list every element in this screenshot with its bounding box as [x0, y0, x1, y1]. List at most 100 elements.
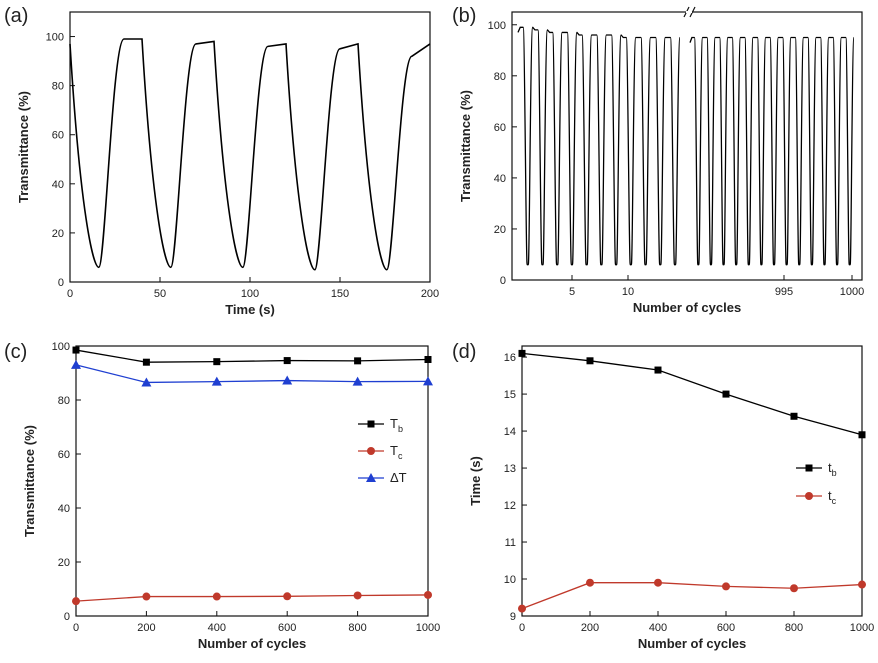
chart-c-series-2-line — [75, 364, 429, 384]
chart-a: Time (s) Transmittance (%) 0 20 40 60 80 100 0 50… — [16, 11, 439, 317]
chart-c-y-tick-label: 40 — [58, 503, 70, 515]
chart-a-plot-frame — [69, 11, 431, 283]
chart-d-series-1-point — [790, 584, 798, 593]
chart-a-x-tick-label: 50 — [154, 288, 166, 300]
chart-d: Number of cycles Time (s) 9 10 11 12 13 14 15 16 0… — [468, 345, 874, 651]
chart-c-series-1-line — [75, 594, 429, 602]
chart-c-x-tick-label: 800 — [348, 622, 366, 634]
chart-c-series-0-point — [72, 346, 80, 354]
chart-c-y-tick-label: 20 — [58, 557, 70, 569]
chart-b-x-tick-label: 995 — [775, 286, 793, 298]
chart-d-x-axis-title: Number of cycles — [638, 636, 746, 651]
chart-d-series-0-point — [858, 431, 866, 439]
chart-d-x-tick-label: 600 — [717, 622, 735, 634]
chart-d-series-0-line — [521, 352, 863, 436]
chart-d-legend-1-subscript: c — [832, 496, 837, 506]
chart-c-series-0-line — [75, 349, 429, 363]
chart-b-x-tick-label: 10 — [622, 286, 634, 298]
chart-c-x-tick-label: 600 — [278, 622, 296, 634]
chart-a-y-tick-label: 0 — [58, 277, 64, 289]
chart-a-y-tick-label: 100 — [46, 32, 64, 44]
chart-c-legend-2-marker — [366, 473, 376, 482]
chart-d-x-tick-label: 0 — [519, 622, 525, 634]
chart-d-legend-1-marker — [805, 492, 813, 500]
chart-c-series-1-point — [424, 590, 432, 599]
chart-b-y-axis-title: Transmittance (%) — [458, 90, 473, 202]
chart-a-y-axis-title: Transmittance (%) — [16, 91, 31, 203]
chart-d-y-tick-label: 16 — [504, 352, 516, 364]
chart-c-series-1-point — [142, 592, 151, 601]
chart-c-legend-1-subscript: c — [398, 451, 403, 461]
chart-c-x-tick-label: 400 — [208, 622, 226, 634]
chart-b: Number of cycles Transmittance (%) 0 20 40 60… — [458, 6, 864, 315]
chart-c: Number of cycles Transmittance (%) 0 20 40 60… — [22, 341, 440, 651]
chart-c-x-tick-label: 1000 — [416, 622, 440, 634]
chart-c-series-2-point — [211, 376, 222, 386]
chart-d-series-1-point — [858, 580, 866, 589]
chart-c-series-0-point — [424, 356, 432, 363]
chart-d-series-1-point — [586, 578, 594, 587]
chart-c-x-tick-label: 0 — [73, 622, 79, 634]
chart-d-y-tick-label: 15 — [504, 389, 516, 401]
chart-d-series-1-point — [518, 604, 526, 613]
chart-c-series-2-point — [282, 375, 293, 385]
chart-b-x-tick-label: 1000 — [840, 286, 864, 298]
chart-c-legend-0-marker — [367, 420, 375, 428]
chart-d-plot-frame — [521, 345, 863, 617]
chart-a-x-tick-label: 200 — [421, 288, 439, 300]
chart-c-legend-0-subscript: b — [398, 424, 403, 434]
chart-d-series-0-point — [586, 357, 594, 365]
chart-b-series-left — [517, 26, 681, 266]
chart-d-y-tick-label: 14 — [504, 426, 516, 438]
chart-d-legend-1-label: tc — [828, 488, 837, 506]
chart-b-x-axis-title: Number of cycles — [633, 300, 741, 315]
chart-c-plot-frame — [75, 345, 429, 617]
chart-c-x-tick-label: 200 — [137, 622, 155, 634]
chart-c-legend-1-label: Tc — [390, 443, 403, 461]
chart-b-y-tick-label: 20 — [494, 224, 506, 236]
chart-a-y-tick-label: 60 — [52, 130, 64, 142]
chart-d-series-1-point — [654, 578, 662, 587]
chart-a-x-tick-label: 150 — [331, 288, 349, 300]
chart-d-legend-0-subscript: b — [832, 468, 837, 478]
chart-d-y-tick-label: 13 — [504, 463, 516, 475]
chart-b-y-tick-label: 40 — [494, 173, 506, 185]
chart-d-y-tick-label: 12 — [504, 500, 516, 512]
chart-d-series-0-point — [654, 366, 662, 374]
panel-b-label: (b) — [452, 5, 476, 27]
chart-c-series-1-point — [353, 591, 362, 600]
chart-b-axis-break — [689, 6, 696, 18]
chart-a-y-tick-label: 40 — [52, 179, 64, 191]
chart-c-series-0-point — [283, 357, 291, 365]
chart-b-y-tick-label: 80 — [494, 71, 506, 83]
panel-c-label: (c) — [4, 341, 27, 363]
chart-c-legend-0-label: Tb — [390, 416, 403, 434]
chart-c-series-0-point — [354, 357, 362, 365]
chart-d-series-1-point — [722, 582, 730, 591]
chart-a-y-tick-label: 20 — [52, 228, 64, 240]
chart-c-y-axis-title: Transmittance (%) — [22, 425, 37, 537]
chart-c-x-axis-title: Number of cycles — [198, 636, 306, 651]
chart-d-series-0-point — [518, 349, 526, 357]
chart-c-series-0-point — [142, 358, 150, 366]
chart-c-y-tick-label: 0 — [64, 611, 70, 623]
chart-c-series-2-point — [423, 376, 433, 386]
chart-c-y-tick-label: 80 — [58, 395, 70, 407]
chart-d-x-tick-label: 1000 — [850, 622, 874, 634]
chart-d-x-tick-label: 200 — [581, 622, 599, 634]
chart-c-y-tick-label: 60 — [58, 449, 70, 461]
chart-c-series-1-point — [72, 597, 80, 606]
chart-c-legend-2-label: ΔT — [390, 470, 407, 485]
panel-d-label: (d) — [452, 341, 476, 363]
chart-d-y-axis-title: Time (s) — [468, 456, 483, 506]
chart-d-x-tick-label: 400 — [649, 622, 667, 634]
chart-b-y-tick-label: 0 — [500, 275, 506, 287]
chart-c-series-2-point — [352, 376, 363, 386]
chart-d-y-tick-label: 9 — [510, 611, 516, 623]
chart-c-series-1-point — [212, 592, 221, 601]
chart-a-x-tick-label: 0 — [67, 288, 73, 300]
chart-c-series-0-point — [213, 358, 221, 366]
chart-d-series-1-line — [521, 582, 863, 610]
chart-b-y-tick-label: 60 — [494, 122, 506, 134]
